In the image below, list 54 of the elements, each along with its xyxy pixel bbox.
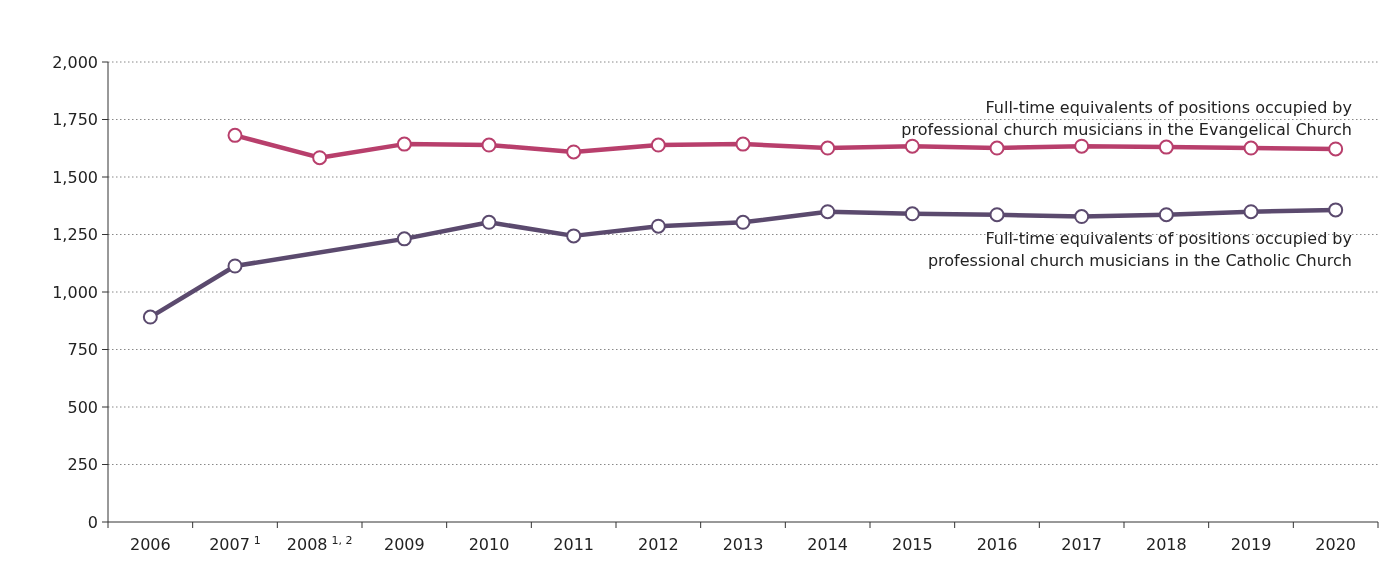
point <box>650 137 666 153</box>
point <box>1074 138 1090 154</box>
point <box>1328 202 1344 218</box>
point <box>735 136 751 152</box>
x-tick-label: 2019 <box>1230 535 1272 554</box>
point <box>989 140 1005 156</box>
point <box>396 231 412 247</box>
point <box>1243 204 1259 220</box>
x-tick-label: 2012 <box>637 535 679 554</box>
x-tick-label: 2007$^{1}$ <box>209 533 261 554</box>
point <box>650 218 666 234</box>
point <box>1243 140 1259 156</box>
point <box>904 206 920 222</box>
series-label: Full-time equivalents of positions occupied by professional church musicians in the Catholic Church <box>927 228 1352 270</box>
point <box>312 150 328 166</box>
point <box>1158 139 1174 155</box>
point <box>1328 141 1344 157</box>
x-tick-label: 2006 <box>129 535 171 554</box>
point <box>1074 209 1090 225</box>
y-tick-label: 1,000 <box>52 282 98 302</box>
point <box>820 204 836 220</box>
point <box>142 309 158 325</box>
x-tick-label: 2011 <box>553 535 595 554</box>
y-tick-label: 1,500 <box>52 167 98 187</box>
y-tick-label: 250 <box>67 455 98 475</box>
x-tick-label: 2009 <box>383 535 425 554</box>
x-tick-label: 2008$^{1, 2}$ <box>286 533 353 554</box>
point <box>989 207 1005 223</box>
y-tick-label: 500 <box>67 397 98 417</box>
y-tick-label: 2,000 <box>52 52 98 72</box>
y-tick-label: 1,250 <box>52 225 98 245</box>
point <box>820 140 836 156</box>
y-tick-label: 1,750 <box>52 110 98 130</box>
point <box>566 228 582 244</box>
x-tick-label: 2017 <box>1061 535 1103 554</box>
x-tick-label: 2018 <box>1145 535 1187 554</box>
point <box>566 144 582 160</box>
point <box>904 138 920 154</box>
series-label: Full-time equivalents of positions occupied by professional church musicians in the Evangelical Church <box>901 97 1352 139</box>
x-tick-label: 2015 <box>891 535 933 554</box>
x-tick-label: 2020 <box>1315 535 1357 554</box>
point <box>481 137 497 153</box>
point <box>735 214 751 230</box>
y-tick-label: 750 <box>67 340 98 360</box>
point <box>227 127 243 143</box>
x-tick-label: 2016 <box>976 535 1018 554</box>
y-tick-label: 0 <box>87 512 98 532</box>
point <box>481 214 497 230</box>
x-tick-label: 2014 <box>807 535 849 554</box>
point <box>1158 207 1174 223</box>
point <box>227 258 243 274</box>
point <box>396 136 412 152</box>
x-tick-label: 2013 <box>722 535 764 554</box>
x-tick-label: 2010 <box>468 535 510 554</box>
